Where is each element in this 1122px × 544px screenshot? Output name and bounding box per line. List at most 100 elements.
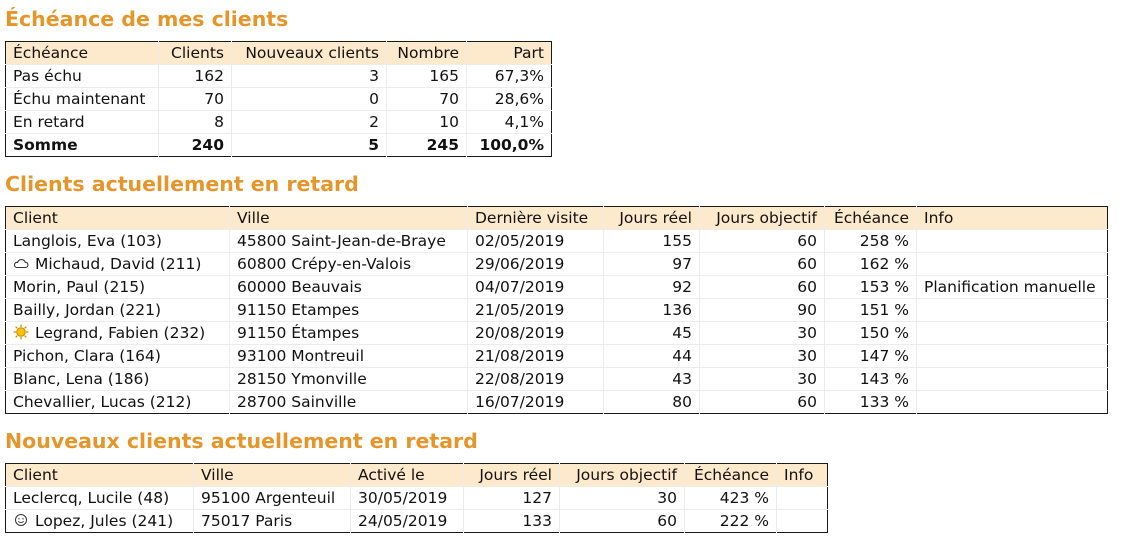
col-header-derniere-visite: Dernière visite [467, 206, 604, 230]
col-header-jours-objectif: Jours objectif [559, 463, 685, 487]
cell-client: Langlois, Eva (103) [5, 229, 230, 253]
cell-echeance: Pas échu [5, 64, 159, 88]
table-row: En retard 8 2 10 4,1% [5, 110, 552, 134]
cell-nombre: 70 [386, 87, 467, 111]
cell-total-nombre: 245 [386, 133, 467, 157]
table-row: Blanc, Lena (186) 28150 Ymonville 22/08/20… [5, 367, 1108, 391]
cell-echeance: 153 % [824, 275, 917, 299]
total-row: Somme 240 5 245 100,0% [5, 133, 552, 157]
cell-info [916, 252, 1108, 276]
cell-echeance: 133 % [824, 390, 917, 414]
cell-jours-objectif: 60 [699, 252, 825, 276]
cell-echeance: 150 % [824, 321, 917, 345]
cell-info [916, 229, 1108, 253]
cell-jours-reel: 43 [603, 367, 700, 391]
col-header-ville: Ville [229, 206, 468, 230]
cell-nouveaux: 3 [231, 64, 387, 88]
cell-derniere-visite: 02/05/2019 [467, 229, 604, 253]
col-header-active-le: Activé le [350, 463, 464, 487]
cell-client: Blanc, Lena (186) [5, 367, 230, 391]
col-header-echeance: Échéance [5, 41, 159, 65]
cell-jours-objectif: 30 [699, 344, 825, 368]
cell-ville: 45800 Saint-Jean-de-Braye [229, 229, 468, 253]
cell-info [776, 509, 828, 533]
cell-info [916, 344, 1108, 368]
cell-client: Chevallier, Lucas (212) [5, 390, 230, 414]
client-name: Chevallier, Lucas (212) [13, 393, 192, 411]
cell-active-le: 30/05/2019 [350, 486, 464, 510]
cell-echeance: 222 % [684, 509, 777, 533]
col-header-client: Client [5, 206, 230, 230]
cell-nombre: 165 [386, 64, 467, 88]
col-header-jours-reel: Jours réel [463, 463, 560, 487]
table-row: Pas échu 162 3 165 67,3% [5, 64, 552, 88]
table-row: Pichon, Clara (164) 93100 Montreuil 21/08/… [5, 344, 1108, 368]
cell-jours-reel: 44 [603, 344, 700, 368]
cell-nombre: 10 [386, 110, 467, 134]
cell-echeance: 258 % [824, 229, 917, 253]
table-header-row: Client Ville Activé le Jours réel Jours … [5, 463, 828, 487]
cell-jours-reel: 80 [603, 390, 700, 414]
client-name: Langlois, Eva (103) [13, 232, 162, 250]
client-name: Legrand, Fabien (232) [35, 324, 206, 342]
cell-jours-reel: 92 [603, 275, 700, 299]
cell-ville: 95100 Argenteuil [193, 486, 351, 510]
table-row: Langlois, Eva (103) 45800 Saint-Jean-de-B… [5, 229, 1108, 253]
cell-jours-objectif: 30 [699, 321, 825, 345]
client-name: Pichon, Clara (164) [13, 347, 161, 365]
section-title-nouveaux-clients-retard: Nouveaux clients actuellement en retard [5, 429, 478, 453]
table-row: Morin, Paul (215) 60000 Beauvais 04/07/201… [5, 275, 1108, 299]
cell-echeance: Échu maintenant [5, 87, 159, 111]
cell-echeance: En retard [5, 110, 159, 134]
cell-client: Bailly, Jordan (221) [5, 298, 230, 322]
cell-derniere-visite: 20/08/2019 [467, 321, 604, 345]
cell-clients: 162 [158, 64, 232, 88]
col-header-echeance: Échéance [684, 463, 777, 487]
cell-clients: 70 [158, 87, 232, 111]
cell-derniere-visite: 16/07/2019 [467, 390, 604, 414]
client-name: Michaud, David (211) [35, 255, 202, 273]
cell-active-le: 24/05/2019 [350, 509, 464, 533]
cell-echeance: 423 % [684, 486, 777, 510]
cell-echeance: 162 % [824, 252, 917, 276]
col-header-echeance: Échéance [824, 206, 917, 230]
col-header-nouveaux-clients: Nouveaux clients [231, 41, 387, 65]
cell-derniere-visite: 04/07/2019 [467, 275, 604, 299]
client-name: Morin, Paul (215) [13, 278, 146, 296]
cell-part: 4,1% [466, 110, 552, 134]
col-header-client: Client [5, 463, 194, 487]
cell-client: Legrand, Fabien (232) [5, 321, 230, 345]
cell-jours-objectif: 60 [559, 509, 685, 533]
cell-part: 67,3% [466, 64, 552, 88]
nouveaux-clients-retard-table: Client Ville Activé le Jours réel Jours … [5, 463, 828, 533]
cell-info [916, 390, 1108, 414]
client-name: Blanc, Lena (186) [13, 370, 150, 388]
table-header-row: Échéance Clients Nouveaux clients Nombre… [5, 41, 552, 65]
cell-jours-reel: 127 [463, 486, 560, 510]
cell-derniere-visite: 21/05/2019 [467, 298, 604, 322]
cell-info: Planification manuelle [916, 275, 1108, 299]
cell-jours-objectif: 60 [699, 229, 825, 253]
table-row: Lopez, Jules (241) 75017 Paris 24/05/2019 1… [5, 509, 828, 533]
cell-clients: 8 [158, 110, 232, 134]
cell-info [916, 367, 1108, 391]
cell-ville: 91150 Etampes [229, 298, 468, 322]
cell-jours-reel: 97 [603, 252, 700, 276]
cell-info [916, 321, 1108, 345]
table-row: Échu maintenant 70 0 70 28,6% [5, 87, 552, 111]
cell-info [916, 298, 1108, 322]
cell-client: Morin, Paul (215) [5, 275, 230, 299]
col-header-info: Info [776, 463, 828, 487]
section-title-clients-retard: Clients actuellement en retard [5, 172, 359, 196]
cell-derniere-visite: 22/08/2019 [467, 367, 604, 391]
cell-client: Leclercq, Lucile (48) [5, 486, 194, 510]
cell-jours-reel: 133 [463, 509, 560, 533]
cell-jours-reel: 136 [603, 298, 700, 322]
client-name: Lopez, Jules (241) [35, 512, 174, 530]
cell-jours-objectif: 30 [559, 486, 685, 510]
col-header-jours-reel: Jours réel [603, 206, 700, 230]
cell-jours-objectif: 30 [699, 367, 825, 391]
cell-jours-objectif: 60 [699, 390, 825, 414]
table-row: Legrand, Fabien (232) 91150 Étampes 20/08/… [5, 321, 1108, 345]
table-header-row: Client Ville Dernière visite Jours réel … [5, 206, 1108, 230]
